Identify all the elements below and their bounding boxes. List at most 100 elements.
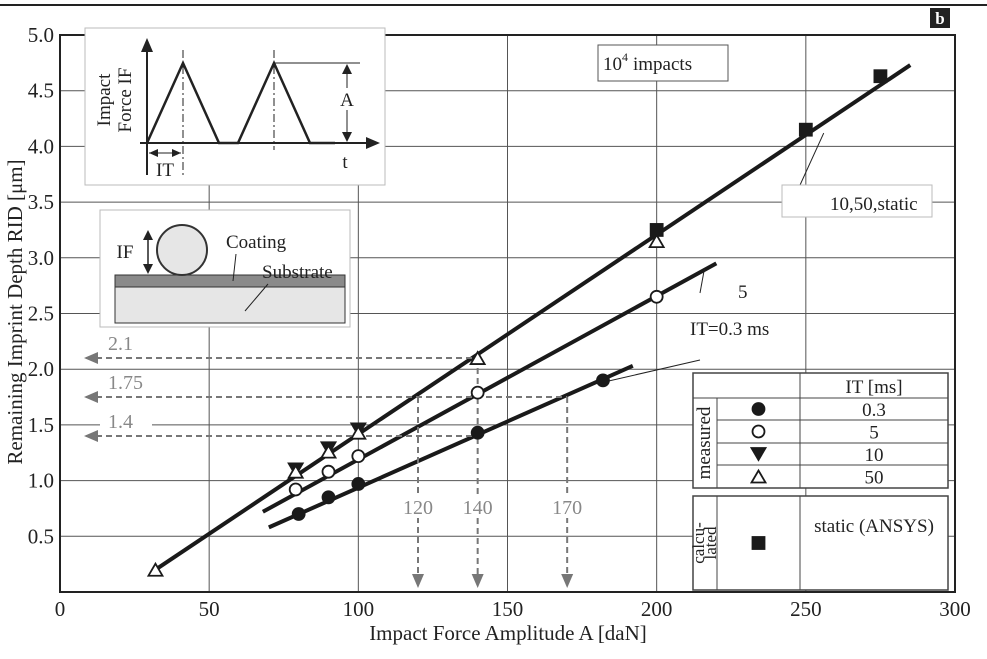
leader [232, 253, 237, 282]
marker [649, 223, 664, 237]
guide-label: 1.4 [108, 411, 133, 433]
ball [156, 224, 208, 276]
panel-label: b [935, 9, 944, 28]
fit-label: 10,50,static [830, 194, 918, 215]
guide-arrow [84, 352, 98, 365]
legend-group: calcu- [689, 522, 708, 564]
y-axis-label: Remaining Imprint Depth RID [μm] [3, 159, 27, 464]
impacts-base: 10 [603, 54, 622, 75]
substrate-layer [114, 286, 346, 324]
legend-label: 50 [865, 468, 884, 489]
label-bg [100, 332, 152, 355]
fit-label: IT=0.3 ms [690, 319, 769, 340]
arrow-head [172, 149, 181, 157]
fit-line [261, 261, 718, 514]
fit-label: 5 [738, 282, 748, 303]
x-tick-label: 300 [939, 597, 971, 621]
label-bg [100, 410, 152, 433]
arrow-head [149, 149, 158, 157]
plot-area: 0 50 100 150 200 250 300 0.5 1.0 1.5 2.0 2.5 3.0 3.5 4… [28, 23, 971, 621]
marker [751, 424, 766, 439]
guide-arrow [471, 574, 484, 588]
x-tick-label: 250 [790, 597, 822, 621]
legend-label: static (ANSYS) [814, 516, 934, 537]
label-bg [545, 494, 590, 518]
label-bg [396, 494, 440, 518]
marker [470, 425, 485, 440]
force-inset: A t IT Impact Force IF [84, 27, 386, 186]
marker [749, 468, 768, 484]
label-bg [100, 371, 152, 394]
marker [146, 561, 165, 577]
arrow-head [366, 137, 380, 149]
legend-label: 0.3 [862, 400, 886, 421]
x-tick-label: 100 [343, 597, 375, 621]
guide-label: 140 [463, 497, 493, 519]
time-label: t [342, 152, 348, 173]
period-label: IT [156, 160, 174, 181]
x-tick-label: 50 [199, 597, 220, 621]
legend-group: lated [701, 526, 720, 560]
coating-label: Coating [226, 232, 287, 253]
amplitude-label: A [340, 90, 354, 111]
y-tick-label: 4.0 [28, 134, 54, 158]
marker [649, 289, 664, 304]
panel-box [930, 8, 950, 28]
guide-label: 120 [403, 497, 433, 519]
marker [798, 122, 813, 137]
impacts-text: impacts [633, 54, 692, 75]
label-bg [336, 88, 358, 110]
x-tick-label: 150 [492, 597, 524, 621]
marker [470, 385, 485, 400]
x-tick-label: 200 [641, 597, 673, 621]
force-label: IF [117, 242, 134, 263]
guide-arrow [84, 391, 98, 404]
legend-frame [692, 372, 949, 489]
guide-label: 2.1 [108, 333, 133, 355]
marker [291, 507, 306, 521]
label-bg [455, 494, 500, 518]
inset-frame [84, 27, 386, 186]
guide-arrow [84, 430, 98, 443]
x-axis-label: Impact Force Amplitude A [daN] [369, 621, 647, 645]
legend-group: measured [694, 406, 715, 479]
substrate-label: Substrate [262, 262, 333, 283]
arrow-head [342, 132, 352, 142]
marker [351, 477, 366, 491]
x-tick-label: 0 [55, 597, 66, 621]
marker [321, 464, 336, 479]
legend-label: 5 [869, 423, 879, 444]
marker [287, 463, 305, 479]
marker [469, 350, 487, 365]
y-tick-label: 0.5 [28, 524, 54, 548]
y-tick-label: 4.5 [28, 79, 54, 103]
marker [648, 233, 666, 248]
y-tick-label: 2.5 [28, 302, 54, 326]
impacts-label: 104 impacts [603, 50, 692, 75]
specimen-inset: IF Coating Substrate [99, 209, 351, 328]
marker [873, 69, 888, 84]
arrow-head [143, 230, 153, 240]
y-tick-label: 2.0 [28, 357, 54, 381]
legend-header: IT [ms] [845, 377, 902, 398]
y-tick-label: 5.0 [28, 23, 54, 47]
plot-frame [59, 34, 956, 593]
arrow-head [143, 264, 153, 274]
guide-label: 1.75 [108, 372, 143, 394]
leader [596, 359, 701, 385]
leader [244, 283, 269, 312]
guide-arrow [412, 574, 424, 588]
legend-frame [692, 495, 949, 591]
marker [751, 536, 766, 550]
label-box [597, 44, 729, 82]
legend-label: 10 [865, 445, 884, 466]
arrow-head [342, 64, 352, 74]
marker [751, 402, 766, 416]
label-box [781, 184, 933, 218]
fit-line [154, 63, 912, 572]
inset-y-label: Impact [94, 73, 115, 126]
marker [351, 449, 366, 463]
y-tick-label: 3.5 [28, 190, 54, 214]
